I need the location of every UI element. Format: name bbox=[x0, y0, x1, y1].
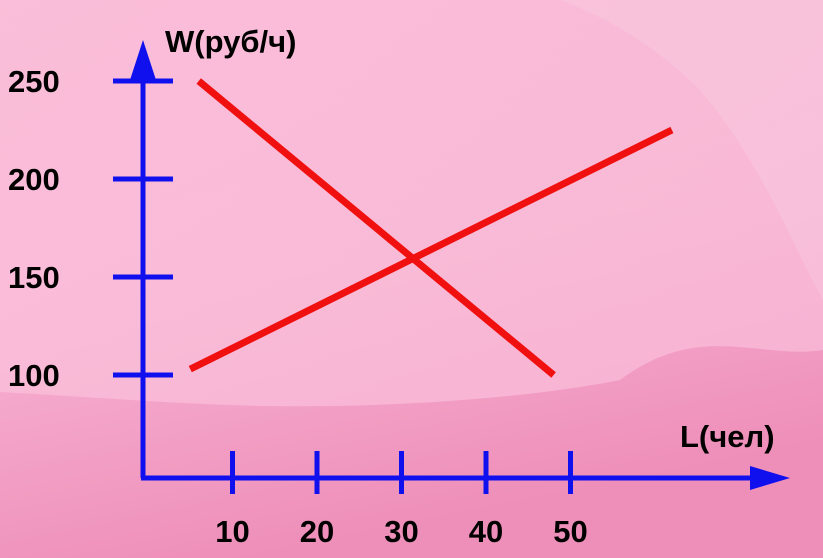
series-layer bbox=[188, 78, 674, 378]
y-tick-label: 250 bbox=[8, 64, 60, 99]
ticks-layer: 10 20 30 40 50 100 150 200 250 bbox=[8, 64, 588, 549]
x-tick-label: 10 bbox=[215, 514, 249, 549]
y-tick-label: 200 bbox=[8, 162, 60, 197]
background-highlight bbox=[560, 0, 823, 300]
supply-line bbox=[188, 126, 674, 373]
background-wave bbox=[0, 0, 823, 407]
y-tick-label: 100 bbox=[8, 358, 60, 393]
y-axis-label: W(руб/ч) bbox=[165, 24, 296, 59]
x-tick-label: 30 bbox=[384, 514, 418, 549]
y-tick-label: 150 bbox=[8, 260, 60, 295]
x-axis-label: L(чел) bbox=[680, 419, 775, 454]
x-tick-label: 40 bbox=[469, 514, 503, 549]
x-tick-label: 50 bbox=[553, 514, 587, 549]
x-axis-arrow bbox=[750, 466, 790, 490]
demand-line bbox=[196, 78, 556, 378]
x-tick-label: 20 bbox=[300, 514, 334, 549]
y-axis-arrow bbox=[130, 40, 156, 80]
